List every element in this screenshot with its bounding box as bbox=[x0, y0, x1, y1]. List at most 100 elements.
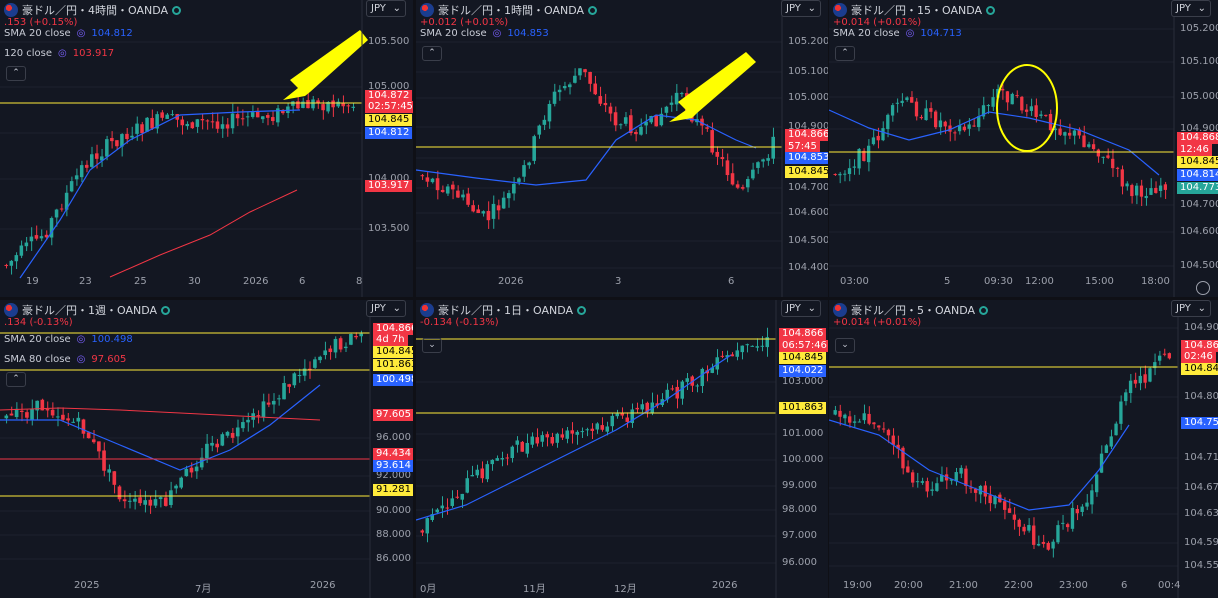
candle-body bbox=[654, 115, 659, 127]
candle-body bbox=[1039, 114, 1043, 116]
currency-value: JPY bbox=[1176, 3, 1191, 14]
indicator-settings-icon[interactable]: ◎ bbox=[76, 28, 86, 39]
currency-select[interactable]: JPY ⌄ bbox=[781, 300, 821, 317]
indicator-legend[interactable]: 120 close ◎ 103.917 bbox=[4, 48, 114, 59]
candle-body bbox=[644, 121, 648, 126]
indicator-legend[interactable]: SMA 20 close ◎ 104.812 bbox=[4, 28, 133, 39]
indicator-legend[interactable]: SMA 80 close ◎ 97.605 bbox=[4, 354, 126, 365]
candle-body bbox=[102, 450, 106, 471]
symbol-header[interactable]: 豪ドル／円・1週・OANDA bbox=[4, 302, 171, 318]
chart-canvas[interactable] bbox=[0, 0, 413, 297]
candle-body bbox=[634, 131, 638, 135]
currency-select[interactable]: JPY ⌄ bbox=[781, 0, 821, 17]
candle-body bbox=[986, 105, 990, 107]
sma-fast-line bbox=[0, 384, 321, 471]
candle-body bbox=[9, 260, 14, 266]
candle-body bbox=[1115, 167, 1120, 169]
candle-body bbox=[465, 478, 469, 493]
candle-body bbox=[857, 148, 861, 169]
candle-body bbox=[74, 175, 79, 180]
candle-body bbox=[1020, 96, 1024, 111]
indicator-settings-icon[interactable]: ◎ bbox=[905, 28, 915, 39]
candle-body bbox=[138, 497, 142, 504]
indicator-legend[interactable]: SMA 20 close ◎ 100.498 bbox=[4, 334, 133, 345]
candle-body bbox=[962, 126, 966, 131]
candle-body bbox=[983, 485, 987, 497]
candle-body bbox=[19, 410, 24, 413]
currency-select[interactable]: JPY ⌄ bbox=[1171, 0, 1211, 17]
candle-body bbox=[271, 117, 275, 122]
candle-body bbox=[852, 166, 856, 168]
candle-body bbox=[515, 440, 519, 445]
candle-body bbox=[755, 346, 759, 348]
candle-body bbox=[4, 415, 9, 419]
chart-panel-p6[interactable]: 豪ドル／円・5・OANDA+0.014 (+0.01%) ⌄ JPY ⌄ 104.900… bbox=[829, 300, 1218, 598]
chart-panel-p4[interactable]: 豪ドル／円・1週・OANDA .134 (-0.13%) SMA 20 close ◎… bbox=[0, 300, 413, 598]
candle-body bbox=[336, 101, 340, 107]
candle-body bbox=[194, 466, 199, 472]
chart-canvas[interactable] bbox=[829, 300, 1218, 598]
collapse-legend-button[interactable]: ⌄ bbox=[422, 338, 442, 353]
indicator-settings-icon[interactable]: ◎ bbox=[76, 354, 86, 365]
sma-slow-line bbox=[109, 189, 298, 278]
currency-select[interactable]: JPY ⌄ bbox=[366, 300, 406, 317]
collapse-legend-button[interactable]: ⌃ bbox=[835, 46, 855, 61]
candle-body bbox=[710, 367, 714, 373]
candle-body bbox=[321, 104, 325, 111]
chart-canvas[interactable] bbox=[416, 300, 828, 598]
price-tag: 06:57:46 bbox=[779, 340, 828, 352]
currency-flag-icon bbox=[833, 3, 847, 17]
candle-body bbox=[674, 92, 679, 105]
collapse-legend-button[interactable]: ⌄ bbox=[835, 338, 855, 353]
gear-icon[interactable] bbox=[1196, 281, 1210, 295]
candle-body bbox=[575, 431, 579, 435]
candle-body bbox=[471, 205, 475, 212]
chart-canvas[interactable] bbox=[416, 0, 828, 297]
collapse-legend-button[interactable]: ⌃ bbox=[6, 372, 26, 387]
symbol-header[interactable]: 豪ドル／円・15・OANDA bbox=[833, 2, 996, 18]
candle-body bbox=[282, 383, 286, 400]
candle-body bbox=[705, 127, 709, 129]
candle-body bbox=[30, 409, 34, 420]
symbol-header[interactable]: 豪ドル／円・1日・OANDA bbox=[420, 302, 587, 318]
candle-body bbox=[256, 415, 261, 417]
chart-panel-p3[interactable]: 豪ドル／円・15・OANDA +0.014 (+0.01%) SMA 20 clos… bbox=[829, 0, 1218, 297]
indicator-settings-icon[interactable]: ◎ bbox=[76, 334, 86, 345]
annotation-ellipse bbox=[996, 64, 1058, 152]
candle-body bbox=[425, 518, 429, 534]
candle-body bbox=[1012, 514, 1017, 520]
candle-body bbox=[276, 108, 280, 123]
market-status-icon bbox=[588, 5, 598, 15]
indicator-settings-icon[interactable]: ◎ bbox=[58, 48, 67, 59]
chart-canvas[interactable] bbox=[829, 0, 1218, 297]
price-axis-label: 104.900 bbox=[1184, 322, 1218, 333]
candle-body bbox=[871, 137, 876, 145]
time-axis-label: 6 bbox=[1121, 580, 1128, 591]
candle-body bbox=[39, 236, 44, 239]
price-change: .153 (+0.15%) bbox=[4, 17, 78, 28]
chart-canvas[interactable] bbox=[0, 300, 413, 598]
candle-body bbox=[740, 345, 744, 353]
price-axis-label: 104.900 bbox=[788, 121, 828, 132]
collapse-legend-button[interactable]: ⌃ bbox=[422, 46, 442, 61]
chart-panel-p1[interactable]: 豪ドル／円・4時間・OANDA .153 (+0.15%) SMA 20 close… bbox=[0, 0, 413, 297]
candle-body bbox=[110, 137, 114, 142]
candle-body bbox=[1128, 380, 1133, 394]
chart-panel-p5[interactable]: 豪ドル／円・1日・OANDA -0.134 (-0.13%) ⌄ JPY ⌄ 103.00… bbox=[416, 300, 828, 598]
currency-select[interactable]: JPY ⌄ bbox=[366, 0, 406, 17]
symbol-header[interactable]: 豪ドル／円・1時間・OANDA bbox=[420, 2, 598, 18]
symbol-header[interactable]: 豪ドル／円・4時間・OANDA bbox=[4, 2, 182, 18]
symbol-header[interactable]: 豪ドル／円・5・OANDA bbox=[833, 302, 989, 318]
indicator-settings-icon[interactable]: ◎ bbox=[492, 28, 502, 39]
indicator-legend[interactable]: SMA 20 close ◎ 104.853 bbox=[420, 28, 549, 39]
candle-body bbox=[981, 105, 986, 117]
symbol-title: 豪ドル／円・15・OANDA bbox=[851, 4, 983, 17]
chart-panel-p2[interactable]: 豪ドル／円・1時間・OANDA +0.012 (+0.01%) SMA 20 clo… bbox=[416, 0, 828, 297]
indicator-legend[interactable]: SMA 20 close ◎ 104.713 bbox=[833, 28, 962, 39]
currency-select[interactable]: JPY ⌄ bbox=[1171, 300, 1211, 317]
price-axis-label: 96.000 bbox=[376, 432, 411, 443]
time-axis-label: 3 bbox=[615, 276, 622, 287]
collapse-legend-button[interactable]: ⌃ bbox=[6, 66, 26, 81]
candle-body bbox=[565, 430, 569, 439]
candle-body bbox=[69, 181, 74, 192]
